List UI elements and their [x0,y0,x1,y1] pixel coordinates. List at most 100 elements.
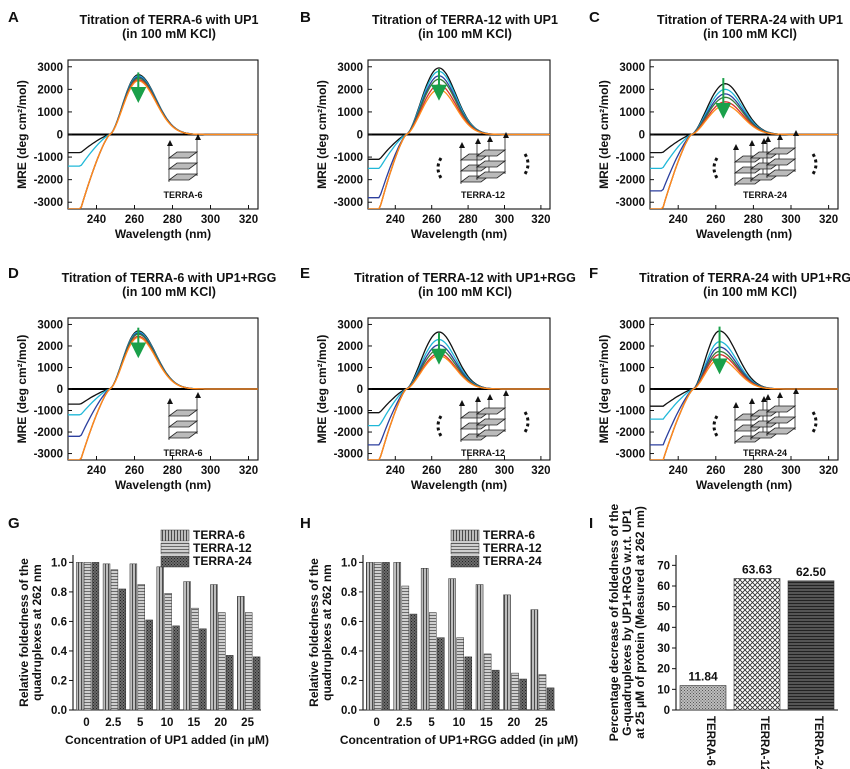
spectrum-series-4 [68,333,258,460]
y-tick-label: -1000 [616,152,645,164]
panel-subtitle: (in 100 mM KCl) [418,27,512,41]
quadruplex-structure-icon: TERRA-24 [712,130,818,200]
x-axis-label: Concentration of UP1+RGG added (in μM) [340,733,578,747]
x-tick-label: 240 [669,214,688,226]
y-tick-label: -1000 [34,406,63,418]
x-tick-label: 320 [531,465,550,477]
y-tick-label: 0.0 [341,705,357,717]
x-tick-label: 260 [422,214,441,226]
bar-terra-12-25 [538,674,547,711]
data-label: 62.50 [796,565,826,579]
y-tick-label: 60 [657,581,670,593]
bar-terra-12-20 [218,612,226,711]
strand-arrow [765,394,771,400]
tetrad-plane [167,151,199,159]
y-tick-label: 3000 [619,319,645,331]
legend-label: TERRA-6 [193,528,245,542]
x-tick-label: 0 [374,717,380,729]
y-tick-label: 0.8 [341,587,358,599]
structure-label: TERRA-24 [743,448,787,458]
y-tick-label: -2000 [616,175,645,187]
x-tick-label: 280 [744,465,763,477]
panel-subtitle: (in 100 mM KCl) [703,27,797,41]
data-label: 11.84 [688,670,718,684]
y-tick-label: 70 [657,560,670,572]
x-tick-label: 240 [669,465,688,477]
y-tick-label: 0 [357,130,363,142]
bar-terra-24-5 [145,619,153,711]
x-axis-label: Wavelength (nm) [696,478,792,492]
spectrum-series-2 [68,75,258,167]
x-tick-label: 15 [480,717,493,729]
tetrad-plane [765,416,797,424]
bar-terra-24-0 [382,562,390,711]
bar-terra-6 [679,685,727,711]
x-tick-label: 300 [781,465,800,477]
x-tick-label: 320 [239,465,258,477]
panel-d: D Titration of TERRA-6 with UP1+RGG(in 10… [8,265,276,492]
x-tick-label: 25 [535,717,548,729]
y-tick-label: -1000 [616,406,645,418]
bar-terra-12-15 [191,607,199,711]
x-tick-label: 280 [744,214,763,226]
x-tick-label: TERRA-24 [812,716,824,769]
x-tick-label: 260 [422,465,441,477]
y-tick-label: -2000 [334,175,363,187]
spectrum-series-6 [650,104,838,209]
x-axis-label: Wavelength (nm) [411,478,507,492]
strand-arrow [487,136,493,142]
bar-terra-24-25 [252,656,261,711]
tetrad-plane [167,162,199,170]
y-tick-label: 0 [357,384,363,396]
panel-letter: D [8,265,19,282]
y-tick-label: 0.2 [51,675,67,687]
y-tick-label: -1000 [34,152,63,164]
strand-arrow [749,398,755,404]
y-axis-label: MRE (deg cm²/mol) [597,80,611,189]
bar-terra-24-15 [491,669,500,711]
panel-c: C Titration of TERRA-24 with UP1(in 100 m… [589,9,843,241]
quadruplex-structure-icon: TERRA-12 [436,132,530,200]
spectrum-series-5 [650,353,838,460]
bar-terra-6-5 [420,568,429,711]
y-axis-label: Relative foldedness of the [307,558,321,707]
y-axis-label: MRE (deg cm²/mol) [315,335,329,444]
curves [368,67,550,209]
spectrum-series-1 [650,330,838,407]
strand-arrow [459,400,465,406]
y-tick-label: -2000 [34,427,63,439]
quadruplex-structure-icon: TERRA-6 [163,134,203,200]
x-tick-label: 280 [163,214,182,226]
y-tick-label: -1000 [334,406,363,418]
structure-label: TERRA-12 [461,190,505,200]
strand-arrow [195,392,201,398]
panel-g: G0.00.20.40.60.81.00 2.5 5 10 15 20 25TERRA-6T… [8,515,269,747]
y-tick-label: 0 [639,384,645,396]
panel-title: Titration of TERRA-6 with UP1 [80,13,259,27]
y-tick-label: -2000 [334,427,363,439]
linker-loop [811,411,818,433]
y-tick-label: -2000 [34,175,63,187]
y-tick-label: -3000 [334,197,363,209]
x-tick-label: 280 [459,465,478,477]
legend-swatch [160,542,190,555]
x-tick-label: 320 [819,465,838,477]
x-axis-label: Wavelength (nm) [696,227,792,241]
x-tick-label: 15 [187,717,200,729]
bar-terra-12 [733,578,781,711]
y-tick-label: -3000 [34,449,63,461]
structure-label: TERRA-6 [163,190,202,200]
linker-loop [436,415,443,437]
y-tick-label: 1.0 [51,557,67,569]
panel-i: I 0 10 20 30 40 50 60 70 11.84 TERRA-6 63.63 TERRA-1… [589,503,838,769]
y-tick-label: -3000 [334,449,363,461]
x-tick-label: 20 [507,717,520,729]
y-tick-label: 1000 [337,362,363,374]
curves [650,330,838,460]
y-axis-label: MRE (deg cm²/mol) [15,80,29,189]
y-tick-label: 1000 [619,107,645,119]
panel-letter: H [300,515,311,532]
curves [68,74,258,209]
panel-letter: I [589,515,593,532]
strand-arrow [459,142,465,148]
